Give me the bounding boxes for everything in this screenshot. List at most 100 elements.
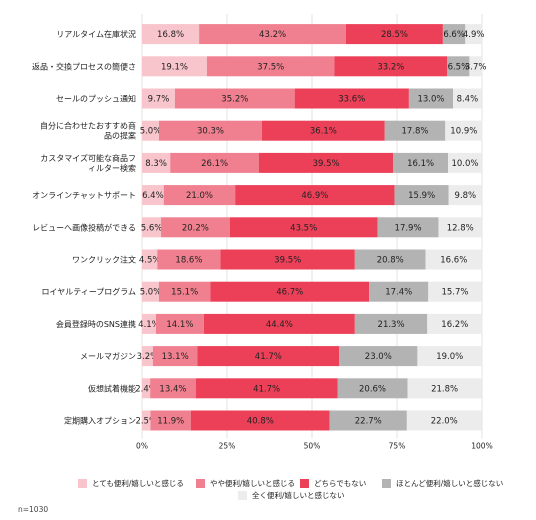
data-label: 39.5%	[274, 256, 301, 266]
x-tick-label: 25%	[219, 442, 236, 451]
bar-segment	[453, 88, 482, 109]
data-label: 9.8%	[455, 191, 477, 201]
bar-segment	[346, 24, 443, 45]
data-label: 5.0%	[140, 127, 162, 137]
bar-segment	[159, 120, 263, 141]
data-label: 8.4%	[457, 95, 479, 105]
bar-segment	[142, 24, 200, 45]
data-label: 21.0%	[186, 191, 213, 201]
bar-segment	[425, 249, 482, 270]
bar-segment	[339, 346, 418, 367]
bar-segment	[220, 249, 355, 270]
bar-segment	[203, 313, 355, 334]
bar-segment	[354, 249, 426, 270]
bar-segment	[447, 56, 470, 77]
data-label: 26.1%	[201, 159, 228, 169]
category-label: リアルタイム在庫状況	[56, 29, 136, 39]
data-label: 20.8%	[377, 256, 404, 266]
bar-segment	[445, 120, 483, 141]
data-label: 39.5%	[313, 159, 340, 169]
data-label: 15.9%	[408, 191, 435, 201]
bar-segment	[448, 185, 482, 206]
data-label: 2.5%	[135, 417, 157, 427]
legend-swatch	[382, 479, 391, 488]
bar-segment	[142, 217, 162, 238]
data-label: 41.7%	[255, 352, 282, 362]
bar-segment	[197, 346, 340, 367]
bar-segment	[170, 152, 259, 173]
data-label: 9.7%	[148, 95, 170, 105]
bar-segment	[229, 217, 378, 238]
legend-swatch	[238, 491, 247, 500]
x-tick-label: 75%	[389, 442, 406, 451]
bar-segment	[407, 378, 482, 399]
bar-segment	[195, 378, 338, 399]
bar-segment	[142, 88, 175, 109]
data-label: 4.5%	[139, 256, 161, 266]
data-label: 4.1%	[138, 320, 160, 330]
legend-item: とても便利/嬉しいと感じる	[78, 478, 184, 489]
data-label: 10.9%	[450, 127, 477, 137]
bar-segment	[142, 185, 164, 206]
bar-segment	[157, 249, 221, 270]
bar-segment	[438, 217, 482, 238]
data-label: 40.8%	[247, 417, 274, 427]
data-label: 8.3%	[145, 159, 167, 169]
data-label: 13.1%	[162, 352, 189, 362]
bar-segment	[199, 24, 346, 45]
data-label: 33.2%	[377, 62, 404, 72]
data-label: 13.4%	[159, 384, 186, 394]
bar-segment	[334, 56, 448, 77]
bar-segment	[142, 152, 171, 173]
category-label: 自分に合わせたおすすめ商品の提案	[40, 121, 136, 141]
sample-size-note: n=1030	[18, 505, 49, 514]
bar-segment	[150, 378, 196, 399]
bar-segment	[384, 120, 446, 141]
data-label: 6.6%	[443, 30, 465, 40]
data-label: 36.1%	[310, 127, 337, 137]
data-label: 30.3%	[197, 127, 224, 137]
bar-segment	[408, 88, 454, 109]
data-label: 15.7%	[441, 288, 468, 298]
bar-segment	[142, 120, 159, 141]
bar-segment	[393, 152, 448, 173]
bar-segment	[142, 378, 151, 399]
data-label: 16.8%	[157, 30, 184, 40]
data-label: 22.7%	[355, 417, 382, 427]
data-label: 33.6%	[338, 95, 365, 105]
bar-segment	[258, 152, 394, 173]
bar-segment	[235, 185, 395, 206]
bar-segment	[150, 410, 191, 431]
bar-segment	[377, 217, 439, 238]
data-label: 12.8%	[447, 223, 474, 233]
category-label: メールマガジン	[80, 351, 136, 361]
bar-segment	[465, 24, 482, 45]
data-label: 3.2%	[137, 352, 159, 362]
data-label: 19.1%	[161, 62, 188, 72]
legend-swatch	[300, 479, 309, 488]
category-label: 仮想試着機能	[88, 383, 136, 393]
data-label: 17.4%	[385, 288, 412, 298]
category-label: 返品・交換プロセスの簡便さ	[32, 61, 136, 71]
legend-swatch	[78, 479, 87, 488]
data-label: 17.8%	[402, 127, 429, 137]
category-label: ワンクリック注文	[72, 255, 136, 265]
data-label: 46.9%	[301, 191, 328, 201]
bar-segment	[369, 281, 429, 302]
bar-segment	[354, 313, 428, 334]
category-label: オンラインチャットサポート	[32, 191, 136, 200]
bar-segment	[142, 281, 159, 302]
data-label: 46.7%	[276, 288, 303, 298]
data-label: 5.0%	[140, 288, 162, 298]
data-label: 14.1%	[166, 320, 193, 330]
bar-segment	[337, 378, 408, 399]
data-label: 20.2%	[182, 223, 209, 233]
bar-segment	[174, 88, 295, 109]
legend-label: ほとんど便利/嬉しいと感じない	[396, 479, 504, 488]
x-tick-label: 50%	[304, 442, 321, 451]
stacked-bar-chart: 0% 25% 50% 75% 100% リアルタイム在庫状況 16.8% 43.2% 28.5%…	[32, 14, 493, 451]
bar-segment	[294, 88, 409, 109]
data-label: 21.3%	[378, 320, 405, 330]
legend-label: とても便利/嬉しいと感じる	[92, 479, 184, 488]
data-label: 21.8%	[431, 384, 458, 394]
